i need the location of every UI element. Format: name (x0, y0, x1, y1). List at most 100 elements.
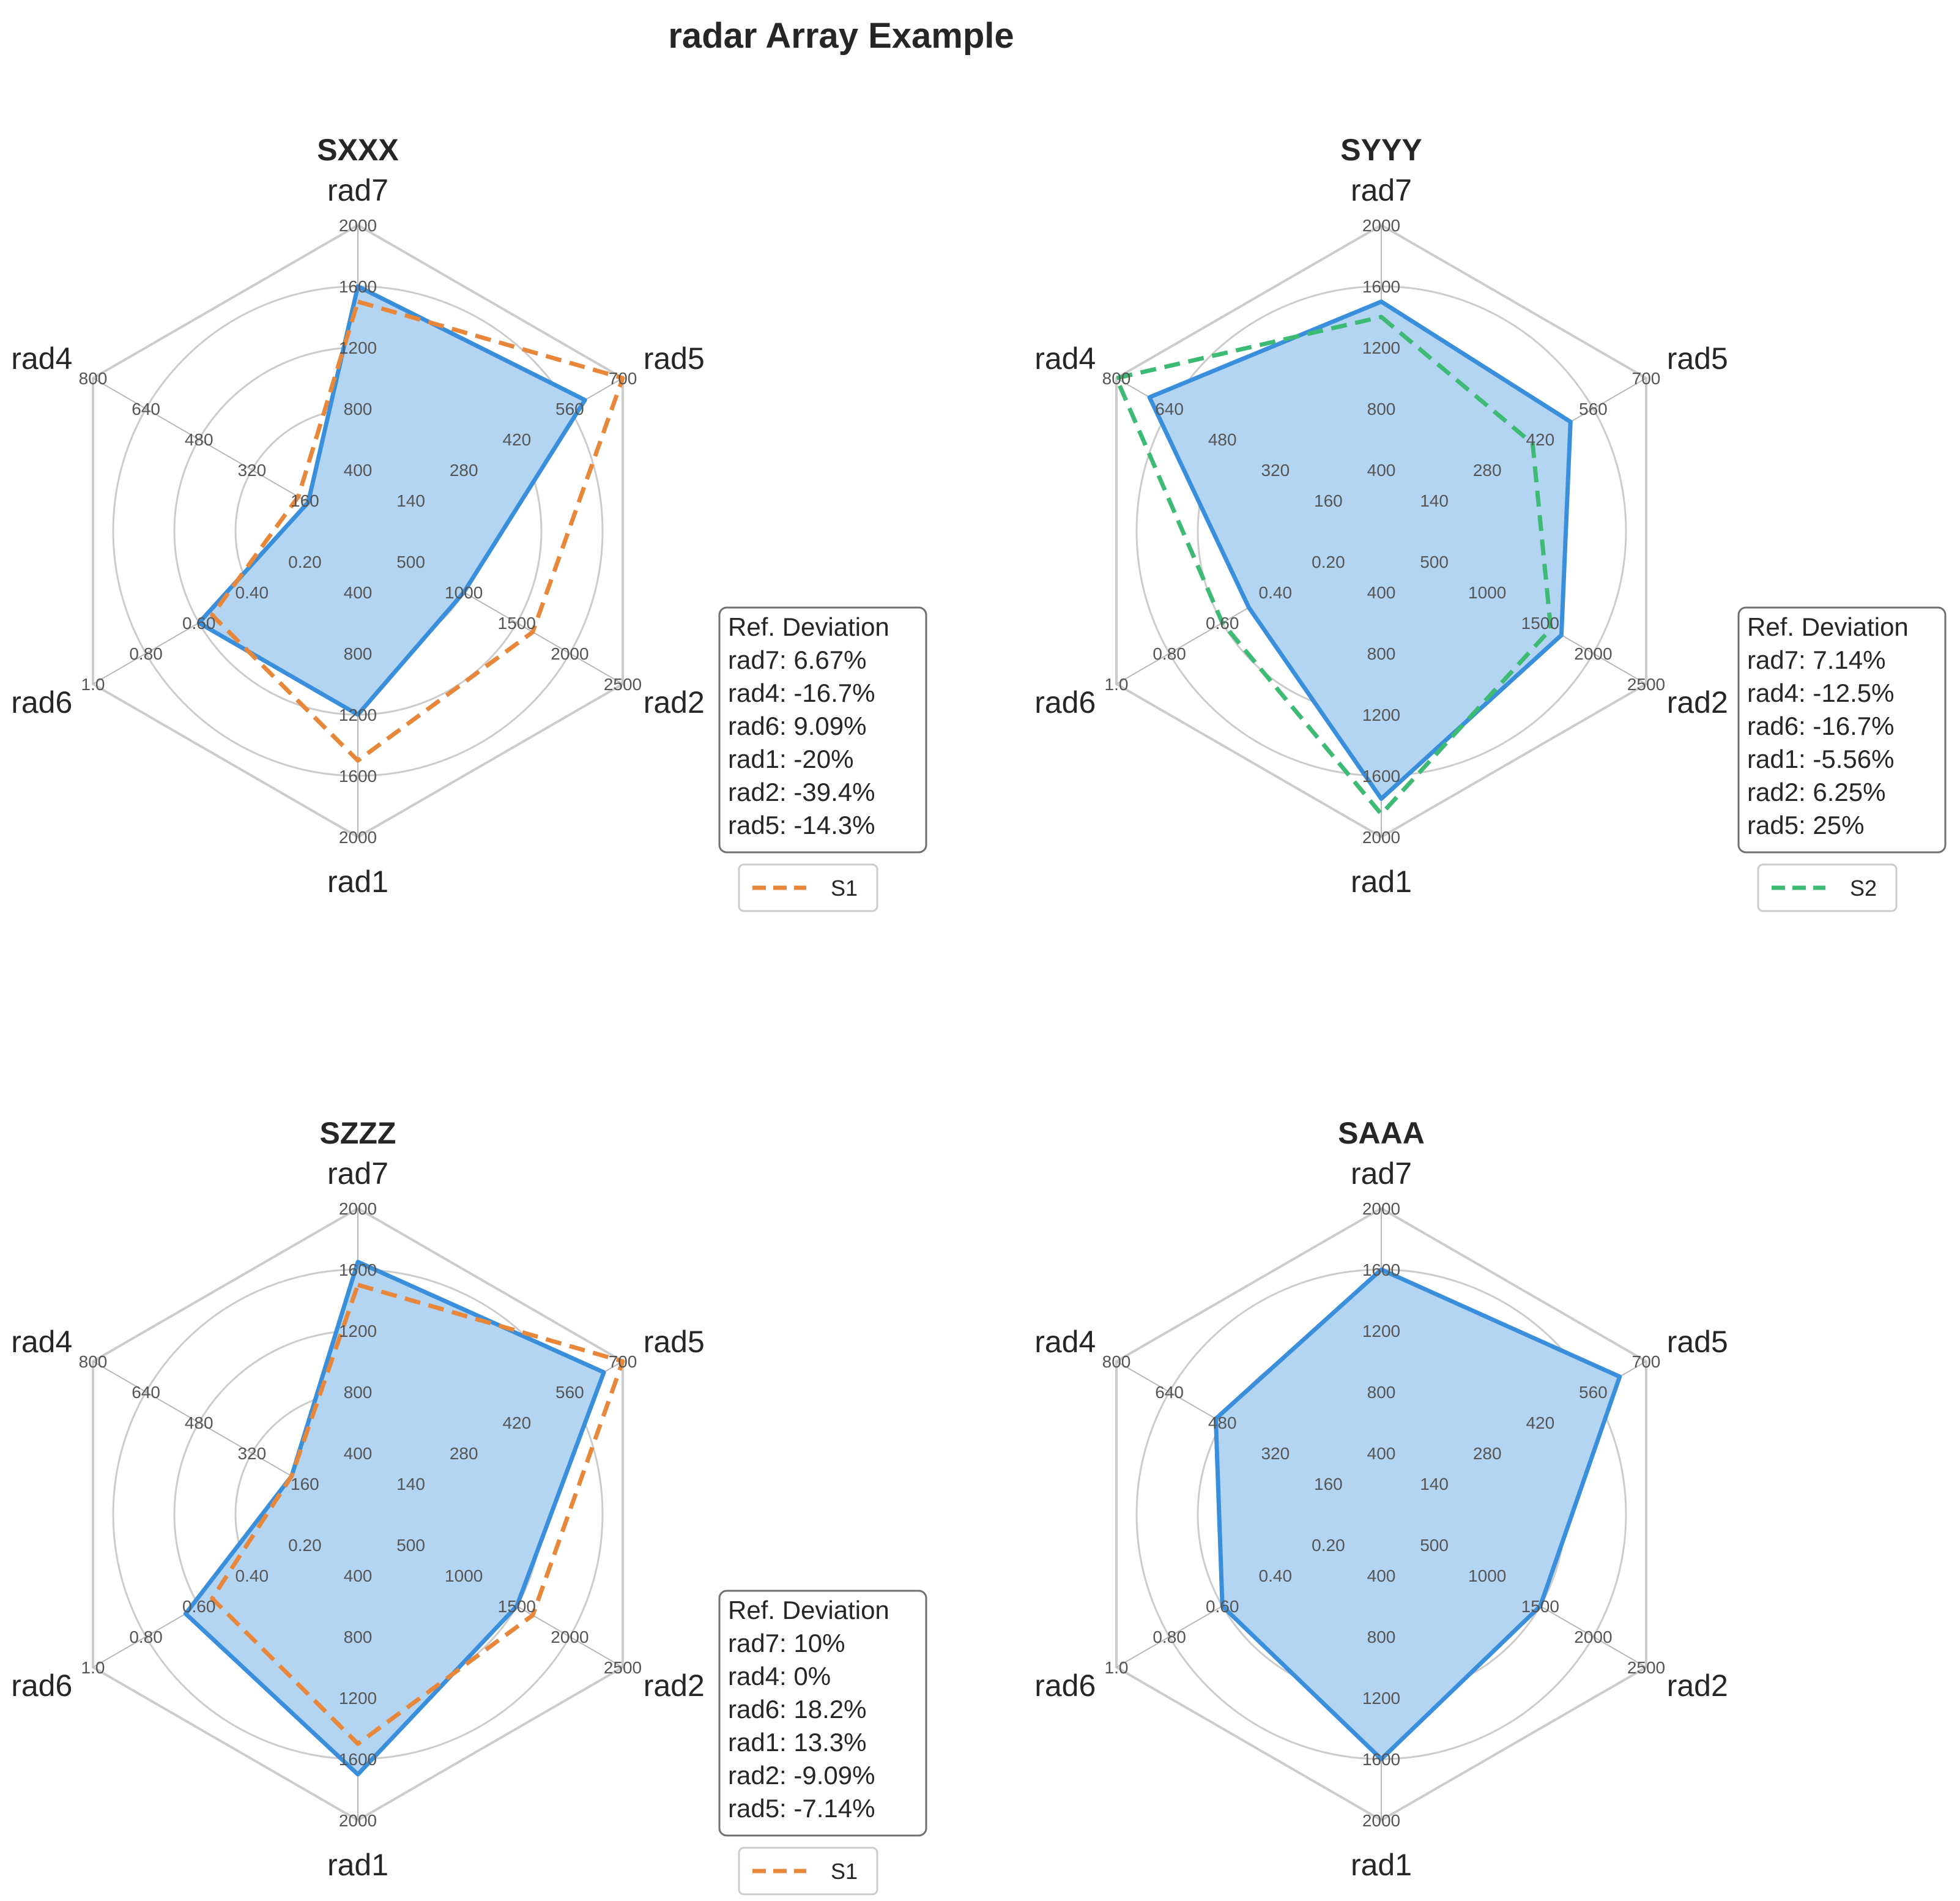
tick-label-rad6: 0.20 (1312, 552, 1345, 571)
tick-label-rad7: 2000 (1362, 1199, 1400, 1218)
tick-label-rad5: 140 (1420, 1475, 1449, 1494)
legend-label-s1: S1 (831, 1859, 858, 1884)
deviation-box-title: Ref. Deviation (1747, 612, 1909, 641)
tick-label-rad2: 2000 (551, 644, 588, 663)
deviation-box-frame (1737, 606, 1947, 854)
axis-label-rad2: rad2 (1667, 1668, 1728, 1703)
tick-label-rad6: 0.80 (129, 1628, 163, 1646)
ref-deviation-box: Ref. Deviation rad7: 10% rad4: 0% rad6: 18.… (718, 1590, 927, 1837)
ref-deviation-box: Ref. Deviation rad7: 7.14% rad4: -12.5% rad… (1737, 606, 1947, 854)
axis-label-rad4: rad4 (1034, 341, 1096, 376)
radar-panel-syyy: 400 800 1200 1600 2000 140 280 420 560 700 500 1000… (1034, 133, 1947, 912)
tick-label-rad2: 2000 (1574, 644, 1612, 663)
axis-label-rad7: rad7 (1351, 173, 1412, 207)
radar-panel-szzz: 400 800 1200 1600 2000 140 280 420 560 700 500 1000… (11, 1116, 927, 1895)
tick-label-rad2: 500 (1420, 1536, 1449, 1555)
tick-label-rad2: 1500 (498, 1597, 536, 1616)
tick-label-rad4: 640 (132, 400, 160, 419)
tick-label-rad2: 1000 (445, 583, 483, 602)
tick-label-rad7: 800 (1367, 400, 1396, 419)
tick-label-rad6: 0.40 (1259, 1566, 1293, 1585)
deviation-line: rad2: -9.09% (728, 1761, 875, 1790)
legend-frame (738, 863, 878, 912)
panel-title: SZZZ (320, 1116, 396, 1150)
tick-label-rad6: 0.20 (288, 552, 322, 571)
tick-label-rad4: 320 (237, 1444, 266, 1463)
legend: S1 (738, 1847, 878, 1895)
tick-label-rad7: 1200 (339, 338, 377, 357)
tick-label-rad7: 2000 (1362, 216, 1400, 235)
tick-label-rad1: 800 (344, 1628, 373, 1646)
axis-label-rad7: rad7 (327, 1156, 388, 1191)
tick-label-rad6: 1.0 (81, 675, 105, 694)
tick-label-rad5: 420 (1526, 430, 1554, 449)
tick-label-rad5: 280 (450, 461, 478, 480)
tick-label-rad7: 800 (344, 1383, 373, 1402)
tick-label-rad7: 1600 (1362, 277, 1400, 296)
series-main-polygon (184, 1260, 606, 1777)
tick-label-rad7: 400 (1367, 1444, 1396, 1463)
axis-label-rad2: rad2 (644, 1668, 705, 1703)
tick-label-rad4: 160 (1314, 491, 1343, 510)
deviation-box-frame (718, 606, 927, 854)
tick-label-rad5: 280 (1473, 461, 1502, 480)
axis-label-rad6: rad6 (1034, 685, 1096, 720)
tick-label-rad6: 0.60 (182, 1597, 216, 1616)
deviation-line: rad1: -5.56% (1747, 745, 1894, 773)
tick-label-rad2: 500 (396, 552, 425, 571)
tick-label-rad6: 0.20 (288, 1536, 322, 1555)
tick-label-rad5: 560 (1579, 1383, 1608, 1402)
tick-label-rad4: 640 (132, 1383, 160, 1402)
axis-label-rad2: rad2 (644, 685, 705, 720)
tick-label-rad5: 700 (609, 369, 637, 388)
series-main-polygon (1147, 299, 1573, 801)
tick-label-rad1: 1200 (339, 705, 377, 724)
tick-label-rad1: 1600 (1362, 1750, 1400, 1769)
deviation-line: rad7: 7.14% (1747, 645, 1886, 674)
axis-label-rad5: rad5 (644, 1325, 705, 1359)
tick-label-rad5: 560 (555, 400, 584, 419)
tick-label-rad4: 320 (1261, 461, 1290, 480)
tick-label-rad6: 0.80 (1153, 1628, 1186, 1646)
tick-label-rad5: 280 (450, 1444, 478, 1463)
tick-label-rad7: 400 (344, 461, 373, 480)
tick-label-rad5: 700 (1632, 1352, 1661, 1371)
tick-label-rad5: 700 (609, 1352, 637, 1371)
tick-label-rad4: 480 (185, 1413, 213, 1432)
tick-label-rad6: 0.80 (129, 644, 163, 663)
tick-label-rad2: 1500 (1521, 614, 1559, 633)
tick-label-rad2: 1000 (445, 1566, 483, 1585)
ref-deviation-box: Ref. Deviation rad7: 6.67% rad4: -16.7% rad… (718, 606, 927, 854)
panel-title: SXXX (317, 133, 398, 167)
legend-frame (738, 1847, 878, 1895)
deviation-line: rad6: -16.7% (1747, 712, 1894, 740)
tick-label-rad1: 800 (344, 644, 373, 663)
deviation-line: rad4: -16.7% (728, 679, 875, 707)
tick-label-rad2: 1500 (1521, 1597, 1559, 1616)
tick-label-rad5: 420 (502, 430, 531, 449)
tick-label-rad6: 0.20 (1312, 1536, 1345, 1555)
tick-label-rad6: 0.40 (236, 1566, 269, 1585)
series-s1-polygon (210, 299, 625, 763)
tick-label-rad4: 160 (291, 1475, 319, 1494)
tick-label-rad2: 1000 (1468, 1566, 1506, 1585)
axis-label-rad7: rad7 (1351, 1156, 1412, 1191)
panel-title: SAAA (1338, 1116, 1425, 1150)
tick-label-rad4: 160 (1314, 1475, 1343, 1494)
deviation-box-frame (718, 1590, 927, 1837)
series-s2-polygon (1114, 314, 1553, 816)
tick-label-rad1: 2000 (339, 1811, 377, 1830)
axis-label-rad1: rad1 (1351, 865, 1412, 899)
tick-label-rad4: 800 (79, 1352, 108, 1371)
axis-label-rad7: rad7 (327, 173, 388, 207)
radar-panel-saaa: 400 800 1200 1600 2000 140 280 420 560 700 500 1000… (1034, 1116, 1728, 1882)
tick-label-rad7: 1200 (339, 1322, 377, 1341)
tick-label-rad1: 800 (1367, 1628, 1396, 1646)
deviation-line: rad1: -20% (728, 745, 853, 773)
legend: S1 (738, 863, 878, 912)
deviation-line: rad6: 9.09% (728, 712, 867, 740)
series-main-polygon (1213, 1267, 1622, 1761)
tick-label-rad1: 1600 (339, 1750, 377, 1769)
tick-label-rad7: 1600 (339, 277, 377, 296)
